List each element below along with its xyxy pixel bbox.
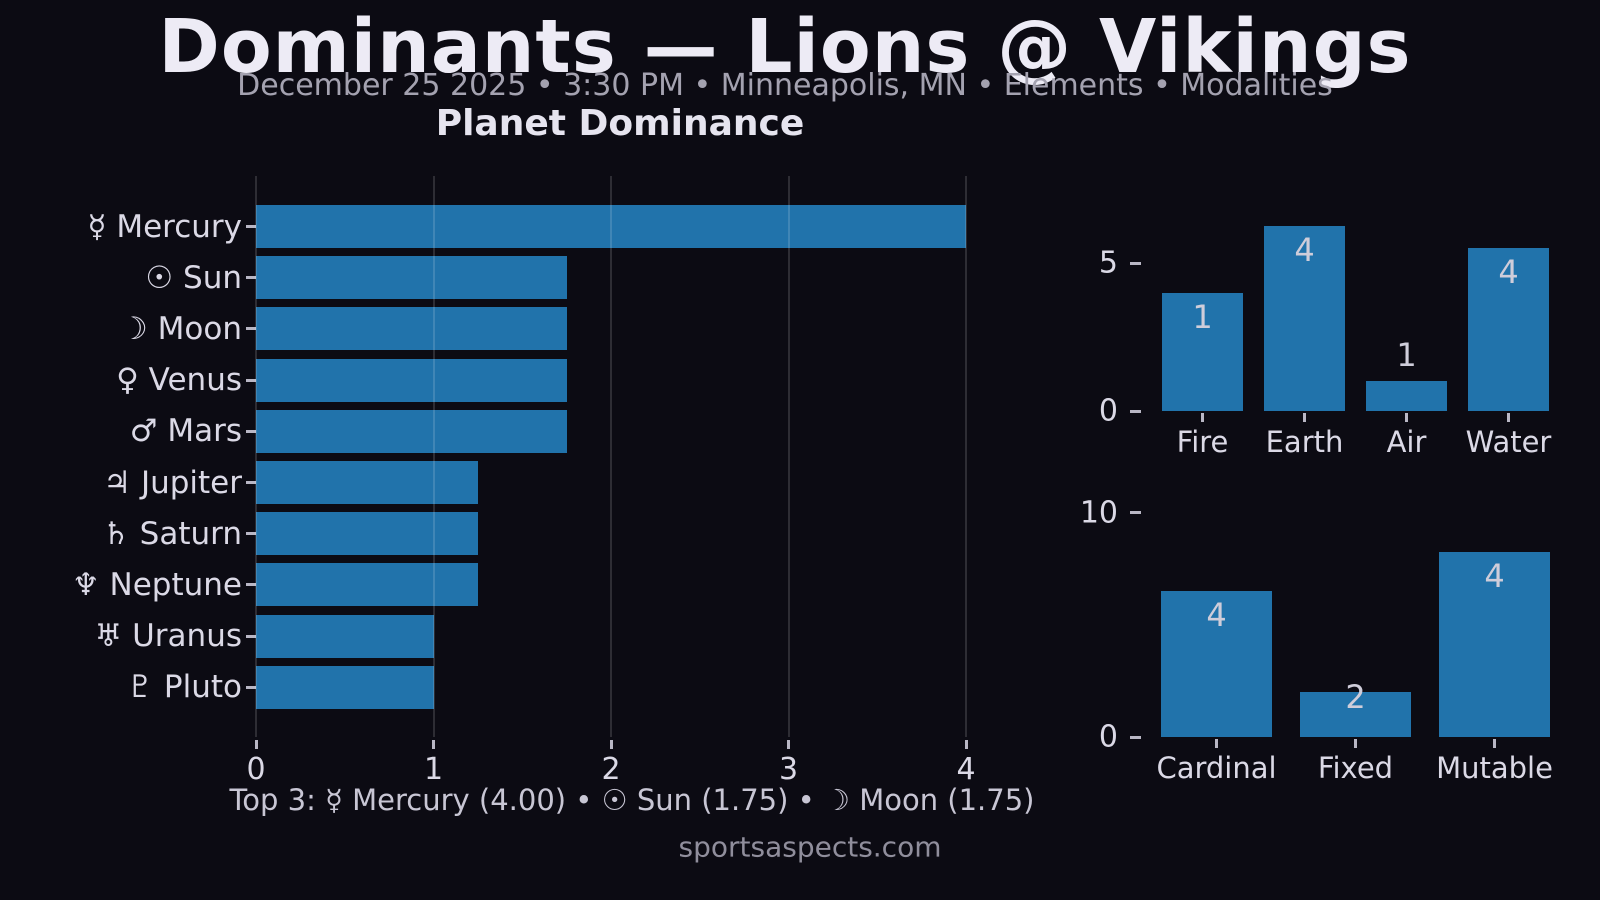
planet-bar [256,563,478,607]
gridline [610,176,612,737]
y-tick-mark [246,276,256,280]
planet-label: ♇ Pluto [126,669,242,706]
gridline [965,176,967,737]
x-tick-mark [1201,413,1204,422]
planet-label: ♀ Venus [116,362,242,399]
y-tick-label: 0 [1098,719,1118,755]
planet-label: ♆ Neptune [71,566,242,603]
x-tick-mark [254,740,258,749]
x-tick-label: 0 [246,752,266,787]
y-tick-mark [246,532,256,536]
category-label: Cardinal [1156,751,1277,785]
mini-bar [1366,381,1447,411]
gridline [787,176,790,737]
planet-bar [256,512,478,556]
mini-bar [1300,692,1411,737]
x-tick-mark [1354,739,1357,748]
x-tick-mark [432,740,435,749]
x-tick-label: 2 [601,752,621,787]
y-tick-mark [246,429,256,433]
category-label: Earth [1265,425,1344,459]
bar-count-label: 4 [1294,231,1315,269]
y-tick-mark [246,481,256,484]
chart-title: Planet Dominance [435,103,805,144]
planet-bar [256,409,567,453]
page-title: Dominants — Lions @ Vikings [158,4,1412,90]
planet-bar [256,665,434,709]
planet-label: ♂ Mars [129,413,242,450]
x-tick-mark [964,740,968,749]
bar-count-label: 2 [1345,678,1366,716]
y-tick-mark [246,327,256,331]
planet-label: ☿ Mercury [87,208,242,245]
category-label: Fixed [1317,751,1394,785]
planet-label: ♄ Saturn [102,515,242,552]
y-tick-mark [246,583,256,587]
x-tick-mark [1493,739,1496,748]
planet-label: ♅ Uranus [94,618,242,655]
y-tick-mark [1130,511,1141,515]
top3-summary: Top 3: ☿ Mercury (4.00) • ☉ Sun (1.75) •… [229,783,1035,817]
planet-bar [256,307,567,351]
y-tick-label: 5 [1098,245,1118,281]
mini-bar [1439,552,1550,737]
x-tick-label: 1 [423,752,444,787]
mini-bar [1468,248,1549,411]
category-label: Mutable [1436,751,1553,785]
x-tick-mark [1507,413,1510,422]
y-tick-mark [1130,409,1141,413]
x-tick-mark [1215,739,1218,748]
x-tick-mark [609,740,613,749]
mini-bar [1161,591,1272,737]
y-tick-label: 0 [1098,393,1118,429]
x-tick-label: 3 [778,752,799,787]
bar-count-label: 1 [1396,336,1417,374]
category-label: Air [1386,425,1427,459]
y-tick-label: 10 [1079,495,1118,531]
y-tick-mark [1130,735,1141,739]
planet-label: ☽ Moon [120,310,242,347]
y-tick-mark [246,634,256,638]
planet-bar [256,358,567,402]
x-tick-label: 4 [956,752,976,787]
planet-bar [256,256,567,300]
subtitle: December 25 2025 • 3:30 PM • Minneapolis… [237,68,1333,103]
planet-bar [256,461,478,504]
x-tick-mark [787,740,790,749]
y-tick-mark [246,225,256,228]
planet-label: ☉ Sun [145,259,242,296]
bar-count-label: 4 [1206,596,1227,634]
gridline [255,176,257,737]
category-label: Fire [1176,425,1229,459]
planet-bar [256,205,966,248]
planet-bar [256,614,434,658]
mini-bar [1162,293,1243,411]
category-label: Water [1465,425,1552,459]
mini-bar [1264,226,1345,411]
y-tick-mark [246,685,256,689]
gridline [432,176,435,737]
planet-label: ♃ Jupiter [103,464,242,501]
bar-count-label: 1 [1192,298,1213,336]
y-tick-mark [1130,261,1141,265]
bar-count-label: 4 [1498,253,1519,291]
x-tick-mark [1405,413,1408,422]
watermark: sportsaspects.com [678,830,942,864]
bar-count-label: 4 [1484,557,1505,595]
x-tick-mark [1303,413,1306,422]
y-tick-mark [246,378,256,382]
